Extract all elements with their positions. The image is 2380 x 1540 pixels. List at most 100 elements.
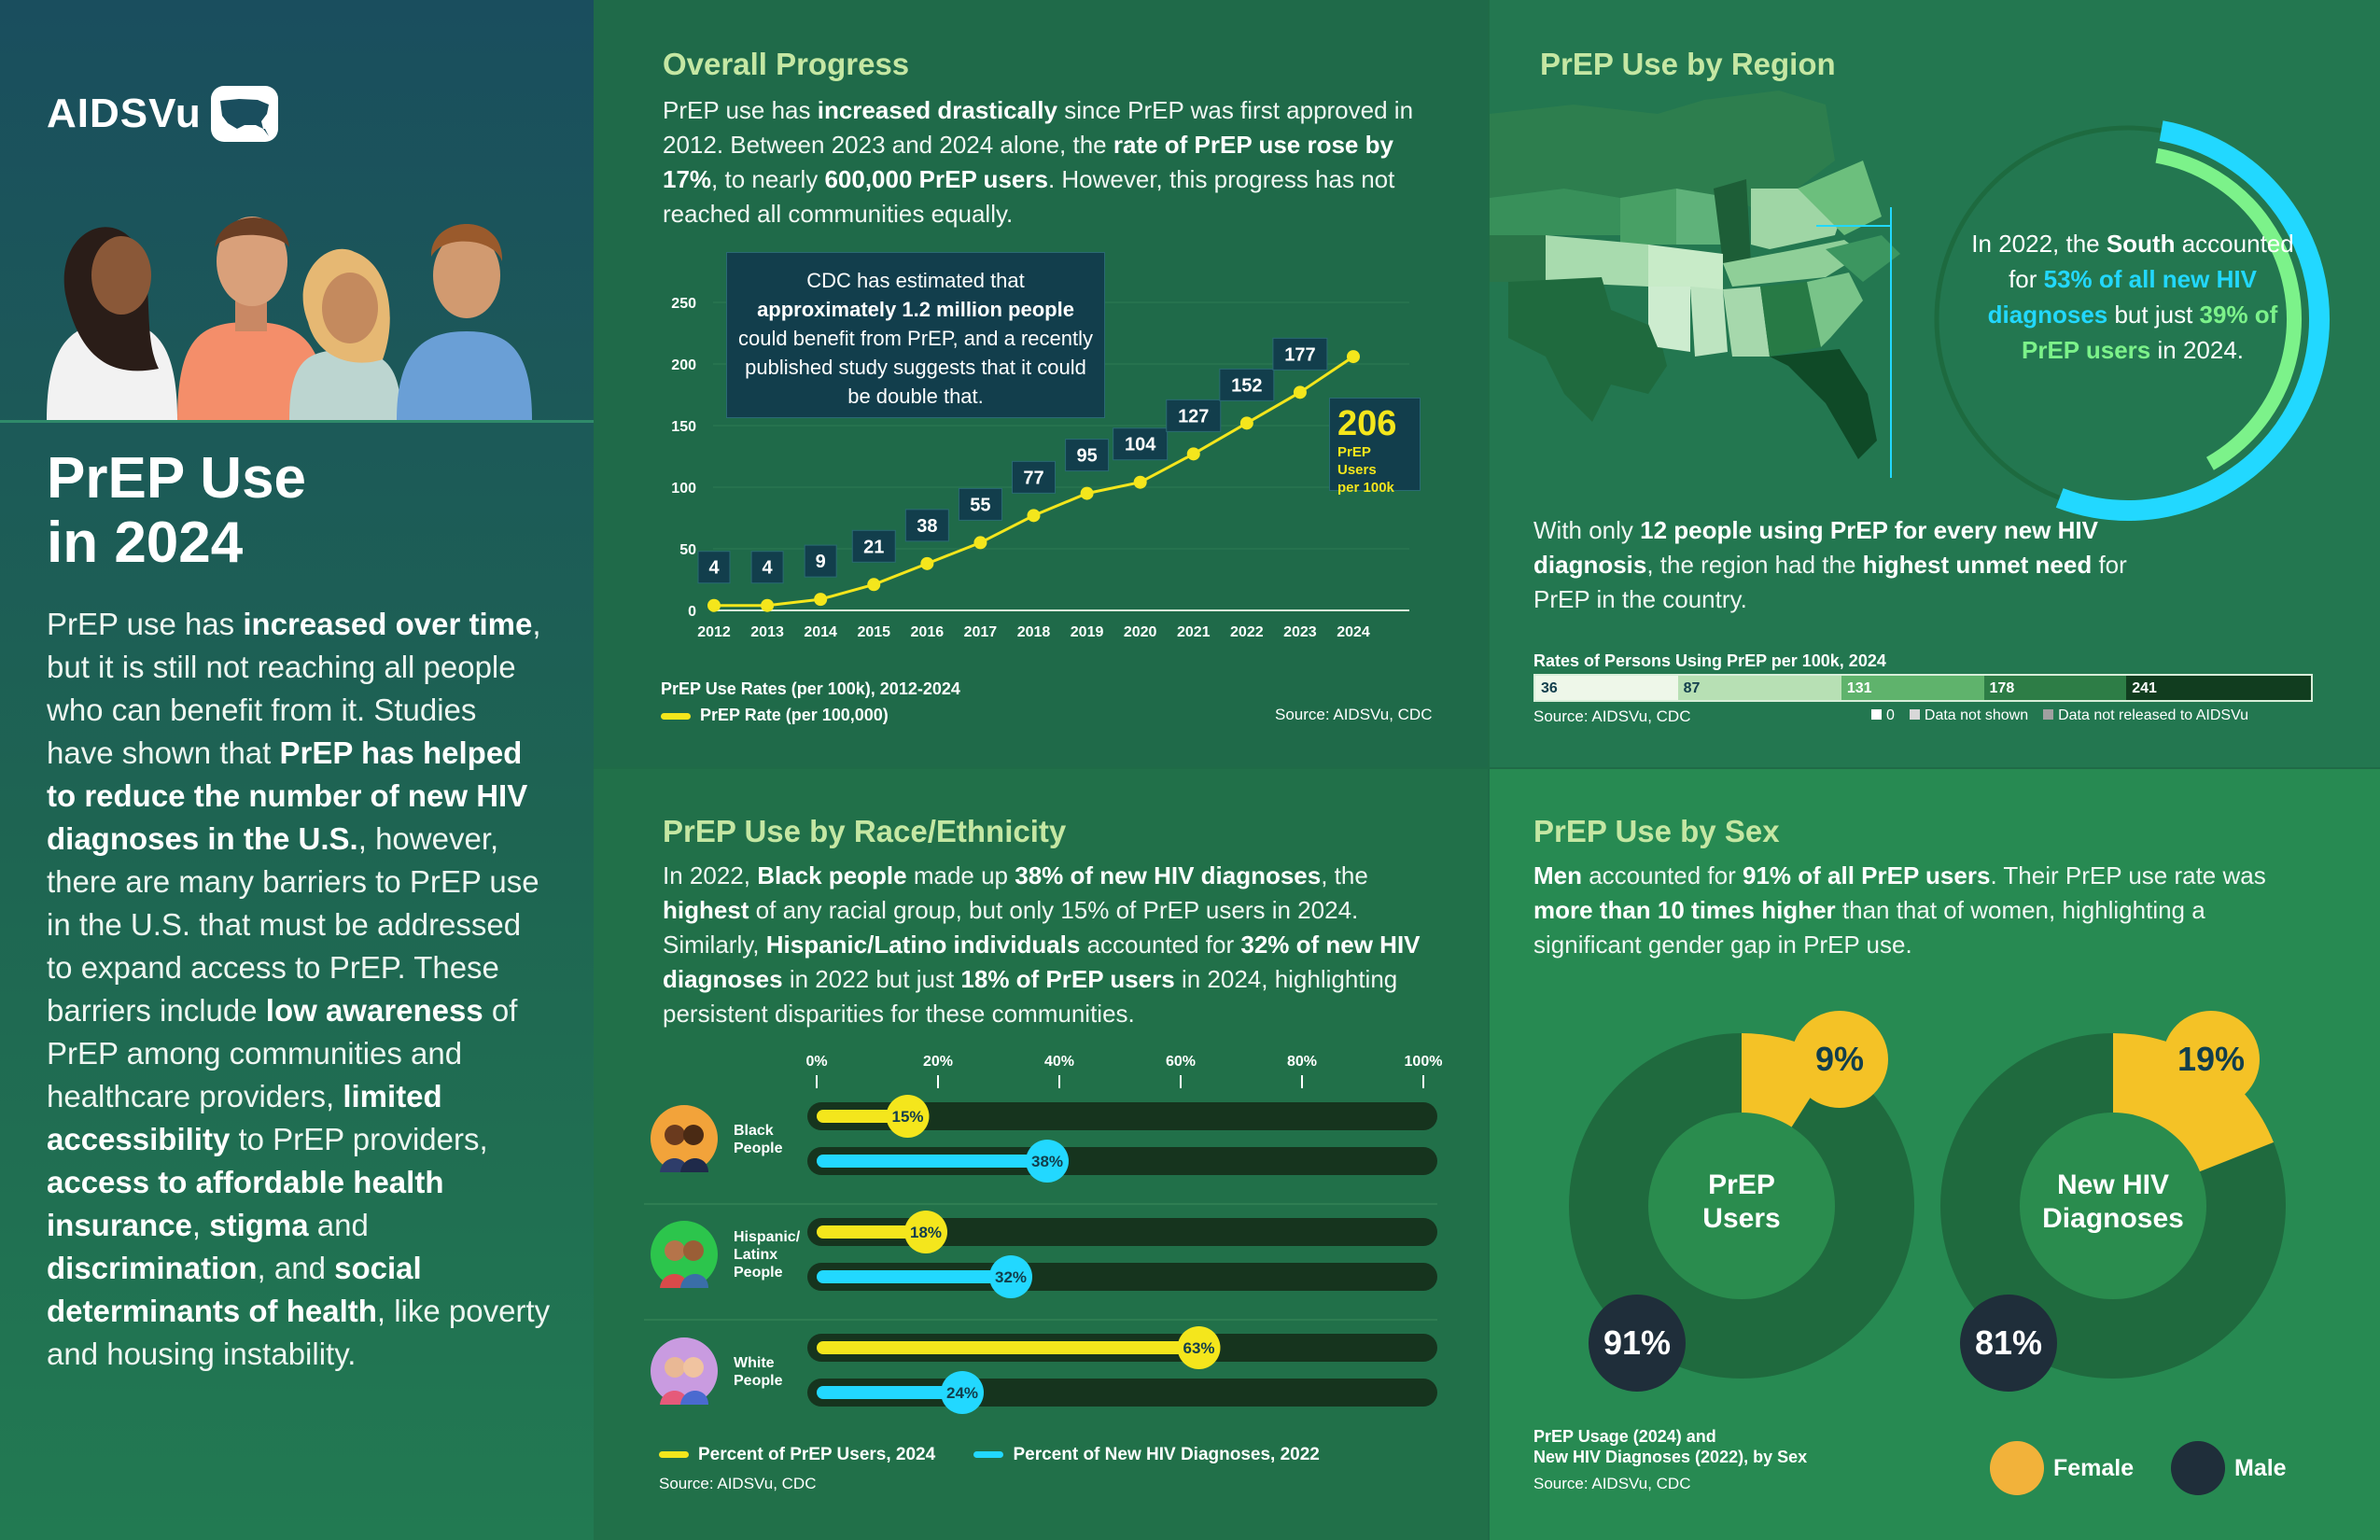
data-label-box <box>904 509 949 542</box>
bar <box>817 1225 926 1239</box>
legend-zero: 0 <box>1871 707 1895 724</box>
legend-swatch-prep-rate <box>661 712 691 720</box>
data-label: 9 <box>816 552 826 572</box>
sex-source: Source: AIDSVu, CDC <box>1533 1475 1691 1492</box>
page-title: PrEP Use in 2024 <box>47 446 307 576</box>
data-point <box>1293 385 1307 399</box>
intro-text: PrEP use has increased over time, but it… <box>47 607 551 1371</box>
data-label: 4 <box>763 558 774 579</box>
data-label: 95 <box>1076 446 1097 467</box>
final-caption: PrEP Users per 100k <box>1337 444 1394 496</box>
x-tick-label: 100% <box>1405 1054 1443 1070</box>
x-tick-label: 2024 <box>1337 624 1370 640</box>
us-south-map <box>1490 91 1900 478</box>
black-people-avatar <box>651 1105 718 1172</box>
male-value-label: 91% <box>1603 1323 1671 1362</box>
region-ring <box>1926 117 2330 521</box>
x-tick-label: 80% <box>1287 1054 1317 1070</box>
data-label-box <box>958 487 1002 521</box>
race-source: Source: AIDSVu, CDC <box>659 1475 817 1492</box>
data-label-box <box>697 551 731 584</box>
x-tick-label: 2022 <box>1230 624 1264 640</box>
bar-end-marker <box>886 1095 930 1138</box>
donut1-label: PrEP Users <box>1702 1169 1781 1234</box>
bar <box>817 1270 1011 1283</box>
male-icon <box>2171 1441 2225 1495</box>
data-label-box <box>1272 337 1328 371</box>
prep-rate-line-chart: 0 50 100 150 200 250 2012 4 2013 4 2014 9 2015 21 2016… <box>671 296 1409 640</box>
data-point <box>814 593 828 607</box>
male-value-badge <box>1960 1295 2057 1392</box>
data-point <box>920 556 934 570</box>
data-point <box>867 578 881 592</box>
data-label-box <box>1065 439 1110 472</box>
y-tick-label: 250 <box>671 296 696 312</box>
overall-source: Source: AIDSVu, CDC <box>1275 706 1433 723</box>
data-label: 15% <box>891 1108 923 1126</box>
label-black-people: Black People <box>734 1123 783 1156</box>
legend-prep-users: Percent of PrEP Users, 2024 <box>659 1445 935 1464</box>
rate-seg-3: 131 <box>1841 676 1984 700</box>
race-bar-chart: 0% 20% 40% 60% 80% 100% 15% 38% 18% 32% 63% 24% <box>644 1054 1443 1414</box>
data-label: 32% <box>995 1268 1027 1286</box>
bar-track <box>807 1147 1437 1175</box>
sex-caption: PrEP Usage (2024) and New HIV Diagnoses (… <box>1533 1427 1808 1466</box>
female-icon <box>1990 1441 2044 1495</box>
race-title: PrEP Use by Race/Ethnicity <box>663 814 1067 848</box>
region-source: Source: AIDSVu, CDC <box>1533 707 1691 725</box>
sex-text: Men accounted for 91% of all PrEP users.… <box>1533 861 2266 959</box>
data-point <box>707 598 721 612</box>
brand-logo[interactable]: AIDSVu <box>47 86 278 142</box>
female-value-badge <box>1791 1011 1888 1108</box>
x-tick-label: 2019 <box>1071 624 1104 640</box>
rate-seg-4: 178 <box>1983 676 2127 700</box>
x-tick-label: 2016 <box>911 624 945 640</box>
legend-hiv-diagnoses: Percent of New HIV Diagnoses, 2022 <box>973 1445 1320 1464</box>
data-point <box>761 598 775 612</box>
legend-not-released: Data not released to AIDSVu <box>2043 707 2248 724</box>
region-circle-text: In 2022, the South accounted for 53% of … <box>1971 230 2294 364</box>
data-label: 152 <box>1231 375 1262 396</box>
x-tick-label: 0% <box>805 1054 827 1070</box>
data-label-box <box>1113 427 1169 461</box>
data-label: 18% <box>910 1224 942 1241</box>
data-point <box>1133 475 1147 489</box>
data-label: 4 <box>708 558 720 579</box>
region-text: With only 12 people using PrEP for every… <box>1533 516 2127 613</box>
donut-hole <box>2020 1113 2206 1299</box>
bar <box>817 1110 908 1123</box>
female-value-badge <box>2163 1011 2260 1108</box>
data-point <box>1186 447 1200 461</box>
rate-seg-1: 36 <box>1535 676 1678 700</box>
data-label: 24% <box>946 1384 978 1402</box>
map-legend: 0 Data not shown Data not released to AI… <box>1871 707 2248 724</box>
race-legend: Percent of PrEP Users, 2024 Percent of N… <box>659 1445 1320 1465</box>
legend-male: Male <box>2171 1441 2287 1495</box>
data-label: 21 <box>863 537 884 557</box>
data-point <box>973 536 987 550</box>
data-label-box <box>1219 368 1275 401</box>
x-tick-label: 2017 <box>964 624 998 640</box>
y-tick-label: 200 <box>671 357 696 373</box>
data-label-box <box>1166 399 1222 432</box>
y-tick-label: 0 <box>688 604 696 620</box>
data-label: 55 <box>970 495 990 515</box>
intro-panel: AIDSVu PrEP Use in 2024 PrEP use has inc… <box>0 0 594 1540</box>
bar-end-marker <box>1177 1326 1221 1369</box>
bar <box>817 1341 1199 1354</box>
brand-name: AIDSVu <box>47 91 202 136</box>
bar-end-marker <box>904 1211 947 1253</box>
x-tick-label: 2015 <box>857 624 890 640</box>
data-label: 38 <box>917 516 937 537</box>
sex-donut-charts: 9% 91% 19% 81% <box>1569 1011 2286 1392</box>
final-value-box: 206 PrEP Users per 100k <box>1329 398 1421 496</box>
legend-female: Female <box>1990 1441 2134 1495</box>
label-hispanic-people: Hispanic/ Latinx People <box>734 1229 801 1281</box>
bar <box>817 1155 1047 1168</box>
x-tick-label: 2018 <box>1017 624 1051 640</box>
x-tick-label: 2013 <box>750 624 784 640</box>
us-map-icon <box>210 86 278 142</box>
label-white-people: White People <box>734 1355 783 1389</box>
x-tick-label: 2014 <box>804 624 837 640</box>
x-tick-label: 2020 <box>1124 624 1157 640</box>
